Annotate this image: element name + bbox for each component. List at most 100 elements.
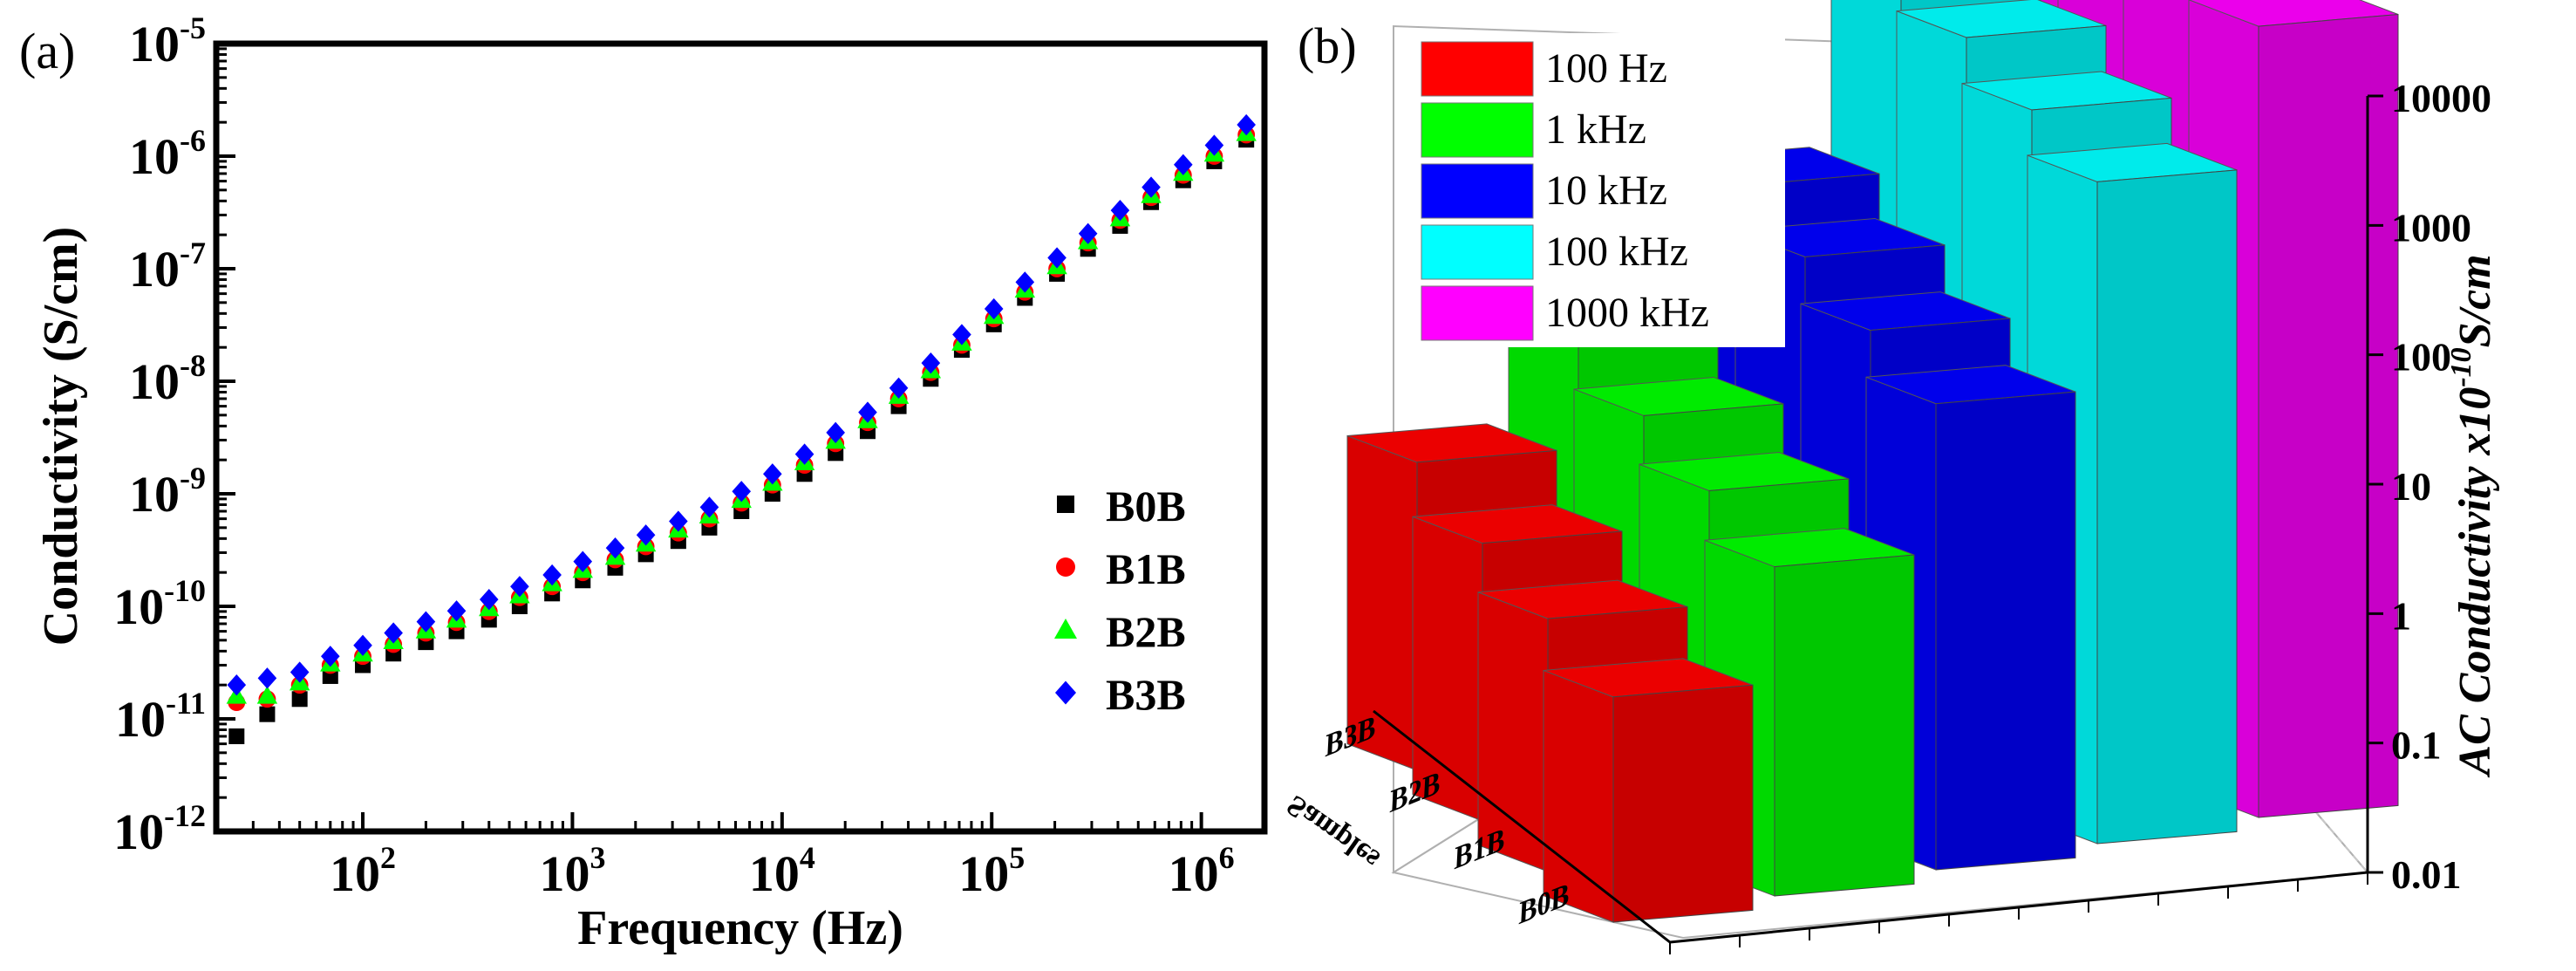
data-point-b0b — [259, 706, 276, 722]
bar-b0b-100hz — [1543, 658, 1754, 923]
legend-swatch-10khz — [1421, 163, 1534, 219]
panel-a-x-tick-labels: 102 103 104 105 106 — [330, 840, 1235, 902]
data-point-b3b — [446, 600, 467, 622]
data-point-b3b — [636, 524, 656, 546]
data-point-b3b — [542, 564, 562, 586]
data-point-b3b — [320, 646, 340, 667]
z-tick-label: 1 — [2391, 593, 2411, 638]
legend-swatch-100khz — [1421, 224, 1534, 280]
data-point-b0b — [291, 691, 308, 708]
data-point-b3b — [889, 377, 909, 399]
legend-marker-b2b — [1054, 619, 1077, 639]
legend-swatch-1000khz — [1421, 285, 1534, 341]
z-tick-label: 10 — [2391, 464, 2431, 509]
bar-front — [1774, 554, 1915, 897]
data-point-b3b — [858, 401, 877, 423]
panel-a-legend: B0B B1B B2B B3B — [1054, 482, 1186, 719]
data-point-b3b — [984, 297, 1004, 320]
x-tick-label: 104 — [749, 840, 815, 902]
data-point-b3b — [1110, 199, 1130, 222]
data-point-b3b — [227, 674, 247, 696]
z-tick-label: 0.01 — [2391, 852, 2462, 897]
x-tick-label: 106 — [1169, 840, 1235, 902]
y-tick-label: 10-10 — [113, 573, 206, 635]
panel-a-y-tick-labels: 10-12 10-11 10-10 10-9 10-8 10-7 10-6 10-5 — [113, 10, 206, 860]
legend-label-b2b: B2B — [1106, 607, 1186, 656]
data-point-b3b — [479, 589, 499, 611]
z-tick-label: 0.1 — [2391, 723, 2442, 768]
sample-axis-title: Samples — [1281, 789, 1386, 876]
panel-b-z-axis: 0.01 0.1 1 10 100 1000 10000 — [2366, 76, 2491, 897]
panel-b-z-axis-label-unit: S/cm — [2450, 254, 2500, 347]
legend-label-1khz: 1 kHz — [1545, 106, 1646, 153]
panel-b-bars — [1346, 0, 2399, 923]
data-point-b3b — [573, 550, 593, 572]
data-point-b3b — [921, 352, 941, 374]
panel-a-label: (a) — [19, 23, 75, 79]
data-point-b0b — [228, 728, 245, 744]
sample-axis-line — [1373, 709, 1671, 944]
panel-a-frame — [213, 40, 1268, 835]
data-point-b3b — [1174, 154, 1193, 175]
panel-a-y-axis-label: Conductivity (S/cm) — [34, 227, 88, 646]
z-tick-label: 100 — [2391, 335, 2451, 380]
panel-a-x-axis-label: Frequency (Hz) — [577, 901, 903, 955]
z-tick-label: 1000 — [2391, 205, 2471, 250]
data-point-b3b — [763, 463, 782, 485]
data-point-b3b — [1204, 134, 1224, 156]
y-tick-label: 10-7 — [129, 236, 206, 297]
x-tick-label: 102 — [330, 840, 396, 902]
y-tick-label: 10-12 — [113, 798, 206, 860]
data-point-b2b — [256, 685, 278, 704]
data-point-b3b — [353, 634, 372, 656]
legend-swatch-1khz — [1421, 102, 1534, 158]
y-tick-label: 10-8 — [129, 348, 206, 410]
data-point-b3b — [699, 496, 719, 518]
x-tick-label: 103 — [539, 840, 605, 902]
y-tick-label: 10-6 — [129, 123, 206, 185]
panel-a: (a) 10-1210-1110-1010-910-810-710-610-5 … — [19, 10, 1268, 955]
y-tick-label: 10-9 — [129, 461, 206, 523]
legend-marker-b3b — [1055, 680, 1076, 705]
legend-label-b3b: B3B — [1106, 670, 1186, 719]
data-point-b3b — [1047, 247, 1067, 269]
legend-marker-b1b — [1056, 557, 1075, 577]
data-point-b3b — [732, 481, 752, 503]
x-tick-label: 105 — [958, 840, 1025, 902]
data-point-b3b — [384, 622, 403, 644]
data-point-b3b — [605, 537, 625, 559]
legend-label-100hz: 100 Hz — [1545, 45, 1667, 92]
data-point-b3b — [952, 324, 971, 345]
bar-front — [1935, 391, 2076, 871]
y-tick-label: 10-5 — [129, 10, 206, 72]
y-tick-label: 10-11 — [115, 686, 206, 748]
data-point-b3b — [794, 443, 814, 465]
panel-b-label: (b) — [1298, 17, 1357, 74]
legend-label-b1b: B1B — [1106, 544, 1186, 593]
data-point-b3b — [1078, 222, 1098, 244]
data-point-b3b — [1141, 176, 1161, 198]
bar-front — [2096, 169, 2238, 844]
data-point-b3b — [669, 510, 688, 532]
panel-a-points — [226, 113, 1257, 744]
legend-label-b0b: B0B — [1106, 482, 1186, 530]
legend-marker-b0b — [1057, 496, 1074, 513]
legend-label-10khz: 10 kHz — [1545, 168, 1667, 214]
bar-front — [2258, 13, 2399, 818]
data-point-b3b — [290, 661, 310, 683]
data-point-b3b — [826, 421, 845, 443]
panel-b-legend: 100 Hz 1 kHz 10 kHz 100 kHz 1000 kHz — [1414, 33, 1785, 347]
legend-swatch-100hz — [1421, 41, 1534, 97]
data-point-b3b — [510, 576, 529, 598]
data-point-b3b — [416, 611, 436, 633]
panel-b-z-axis-label-main: AC Conductivity x10 — [2450, 387, 2500, 778]
legend-label-1000khz: 1000 kHz — [1545, 290, 1709, 336]
legend-label-100khz: 100 kHz — [1545, 229, 1688, 275]
panel-b-z-axis-label: AC Conductivity x10-10S/cm — [2445, 254, 2500, 777]
bar-front — [1612, 684, 1754, 923]
panel-b-z-axis-label-exp: -10 — [2445, 347, 2477, 386]
data-point-b3b — [1237, 113, 1256, 136]
z-tick-label: 10000 — [2391, 76, 2491, 120]
